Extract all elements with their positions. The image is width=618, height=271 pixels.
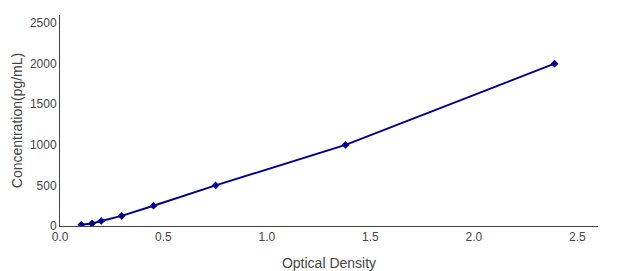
svg-text:2.5: 2.5 xyxy=(569,230,586,244)
svg-text:2.0: 2.0 xyxy=(466,230,483,244)
svg-text:0.5: 0.5 xyxy=(155,230,172,244)
svg-text:500: 500 xyxy=(37,179,57,193)
svg-text:Optical Density: Optical Density xyxy=(282,255,376,271)
svg-text:1.5: 1.5 xyxy=(362,230,379,244)
svg-text:2500: 2500 xyxy=(30,16,57,30)
svg-text:1.0: 1.0 xyxy=(259,230,276,244)
svg-text:1500: 1500 xyxy=(30,97,57,111)
svg-text:2000: 2000 xyxy=(30,57,57,71)
svg-text:Concentration(pg/mL): Concentration(pg/mL) xyxy=(9,53,25,188)
svg-text:0: 0 xyxy=(50,219,57,233)
svg-text:1000: 1000 xyxy=(30,138,57,152)
svg-text:0.0: 0.0 xyxy=(52,230,69,244)
